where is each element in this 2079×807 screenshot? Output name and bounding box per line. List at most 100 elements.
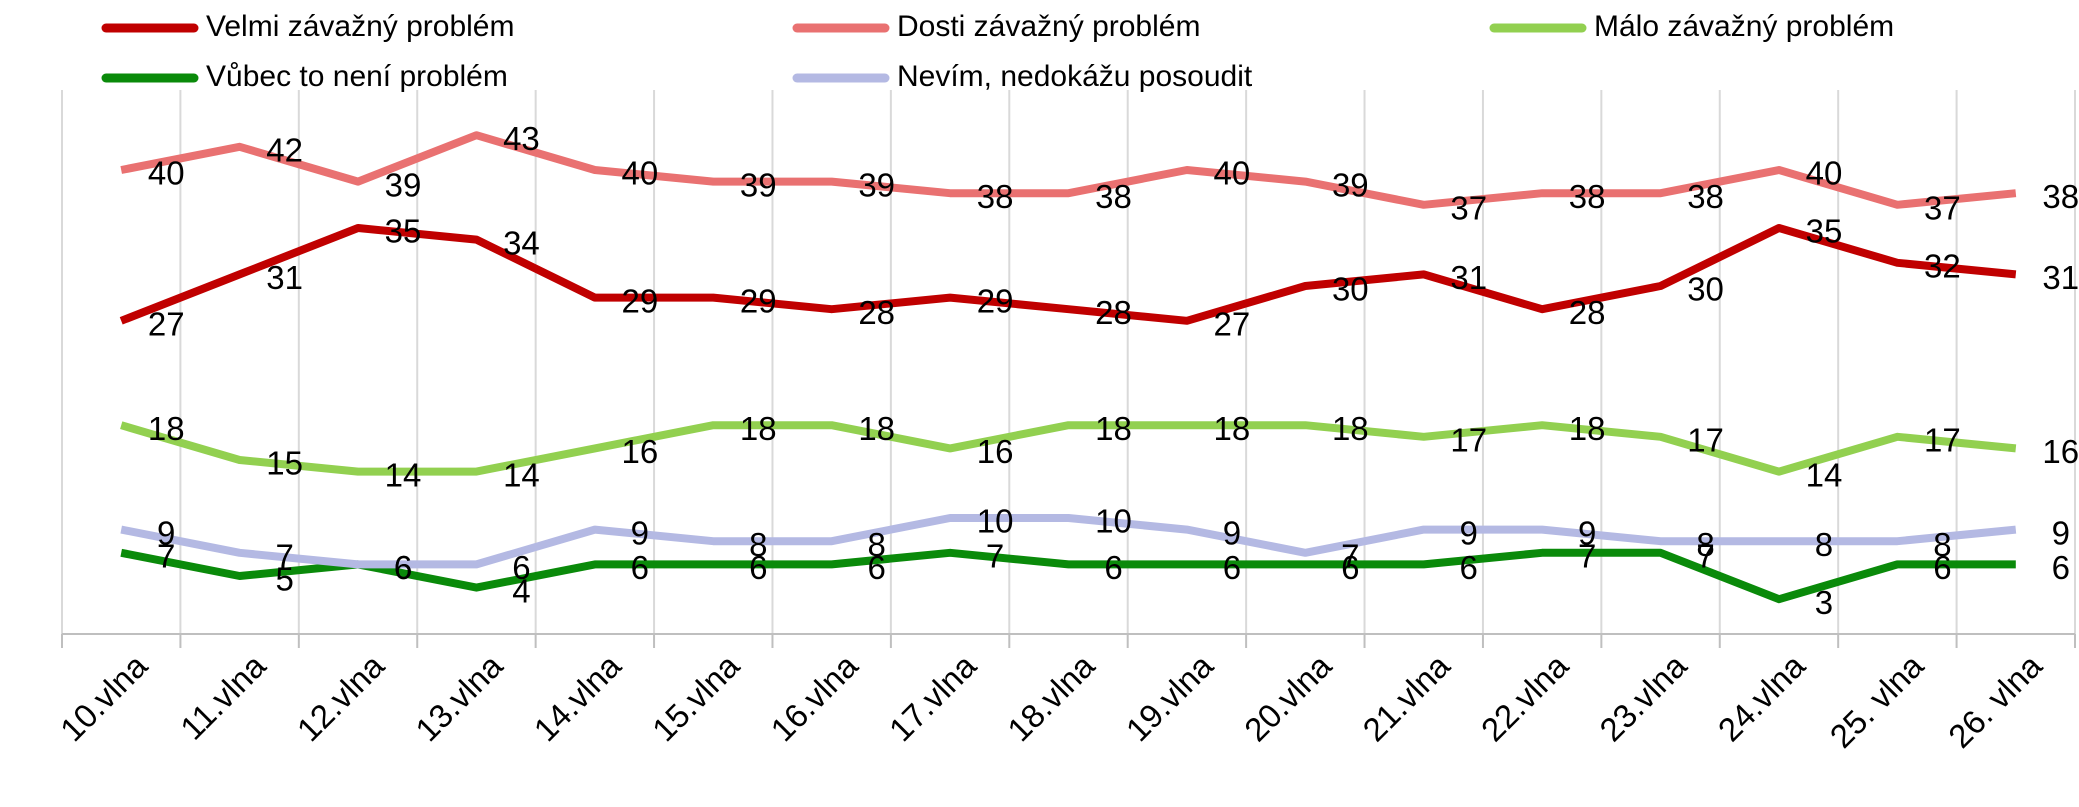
data-label: 14 — [503, 456, 540, 493]
data-label: 9 — [1460, 514, 1478, 551]
data-label: 15 — [266, 445, 303, 482]
data-label: 8 — [1933, 526, 1951, 563]
data-label: 10 — [977, 503, 1014, 540]
data-label: 38 — [1569, 178, 1606, 215]
data-label: 8 — [1815, 526, 1833, 563]
series-line — [119, 224, 2017, 325]
data-label: 7 — [1696, 538, 1714, 575]
data-label: 28 — [1569, 294, 1606, 331]
data-label: 39 — [740, 166, 777, 203]
data-label: 28 — [858, 294, 895, 331]
x-tick-label: 23.vlna — [1592, 647, 1694, 749]
data-label: 4 — [512, 572, 530, 609]
data-label: 35 — [1806, 213, 1843, 250]
data-label: 18 — [148, 410, 185, 447]
data-label: 30 — [1332, 271, 1369, 308]
data-label: 17 — [1924, 422, 1961, 459]
legend-label: Vůbec to není problém — [206, 60, 508, 93]
legend-label: Dosti závažný problém — [897, 10, 1200, 43]
data-label: 31 — [1450, 259, 1487, 296]
x-tick-label: 15.vlna — [645, 647, 747, 749]
data-label: 3 — [1815, 584, 1833, 621]
x-tick-label: 22.vlna — [1474, 647, 1576, 749]
data-label: 9 — [157, 514, 175, 551]
data-label: 6 — [867, 549, 885, 586]
data-label: 6 — [394, 549, 412, 586]
legend-label: Velmi závažný problém — [206, 10, 514, 43]
data-label: 38 — [2042, 178, 2079, 215]
data-label: 18 — [858, 410, 895, 447]
data-label: 6 — [512, 549, 530, 586]
series-line — [120, 548, 2016, 604]
data-label: 7 — [986, 538, 1004, 575]
series-line — [120, 421, 2017, 476]
x-tick-label: 13.vlna — [408, 647, 510, 749]
x-tick-label: 14.vlna — [527, 647, 629, 749]
data-label: 7 — [157, 538, 175, 575]
data-label: 43 — [503, 120, 540, 157]
data-label: 39 — [858, 166, 895, 203]
data-label: 38 — [1095, 178, 1132, 215]
x-tick-label: 26. vlna — [1941, 647, 2049, 755]
data-label: 18 — [740, 410, 777, 447]
data-label: 29 — [740, 282, 777, 319]
data-label: 8 — [1696, 526, 1714, 563]
x-tick-label: 24.vlna — [1711, 647, 1813, 749]
data-label: 7 — [1578, 538, 1596, 575]
data-label: 39 — [1332, 166, 1369, 203]
data-label: 9 — [631, 514, 649, 551]
data-label: 9 — [1223, 514, 1241, 551]
data-label: 40 — [621, 155, 658, 192]
data-label: 39 — [385, 166, 422, 203]
x-tick-label: 21.vlna — [1355, 647, 1457, 749]
data-label: 32 — [1924, 248, 1961, 285]
data-label: 16 — [2042, 433, 2079, 470]
data-label: 27 — [1214, 306, 1251, 343]
data-label: 6 — [2052, 549, 2070, 586]
legend-label: Nevím, nedokážu posoudit — [897, 60, 1253, 93]
data-label: 18 — [1332, 410, 1369, 447]
data-label: 18 — [1214, 410, 1251, 447]
x-tick-label: 17.vlna — [882, 647, 984, 749]
data-label: 40 — [1806, 155, 1843, 192]
data-label: 8 — [867, 526, 885, 563]
data-label: 10 — [1095, 503, 1132, 540]
data-label: 37 — [1924, 190, 1961, 227]
data-label: 29 — [621, 282, 658, 319]
data-label: 35 — [385, 213, 422, 250]
data-label: 5 — [275, 561, 293, 598]
x-tick-label: 12.vlna — [290, 647, 392, 749]
data-label: 29 — [977, 282, 1014, 319]
legend: Velmi závažný problém Dosti závažný probl… — [101, 10, 1894, 93]
x-tick-label: 16.vlna — [763, 647, 865, 749]
data-label: 7 — [1341, 538, 1359, 575]
data-label: 38 — [1687, 178, 1724, 215]
data-label: 8 — [749, 526, 767, 563]
data-label: 9 — [2052, 514, 2070, 551]
data-label: 18 — [1095, 410, 1132, 447]
data-label: 37 — [1450, 190, 1487, 227]
data-label: 6 — [1460, 549, 1478, 586]
x-tick-label: 19.vlna — [1119, 647, 1221, 749]
data-label: 6 — [1223, 549, 1241, 586]
series-line — [120, 514, 2017, 569]
x-tick-label: 10.vlna — [53, 647, 155, 749]
data-label: 17 — [1687, 422, 1724, 459]
data-label: 27 — [148, 306, 185, 343]
data-label: 6 — [394, 549, 412, 586]
data-label: 18 — [1569, 410, 1606, 447]
data-label: 30 — [1687, 271, 1724, 308]
data-label: 40 — [148, 155, 185, 192]
x-tick-label: 11.vlna — [173, 646, 273, 746]
data-label: 6 — [1341, 549, 1359, 586]
data-label: 31 — [266, 259, 303, 296]
data-label: 16 — [621, 433, 658, 470]
data-label: 14 — [385, 456, 422, 493]
data-label: 6 — [749, 549, 767, 586]
data-label: 17 — [1450, 422, 1487, 459]
data-label: 31 — [2042, 259, 2079, 296]
data-label: 16 — [977, 433, 1014, 470]
data-label: 9 — [1578, 514, 1596, 551]
data-label: 7 — [275, 538, 293, 575]
